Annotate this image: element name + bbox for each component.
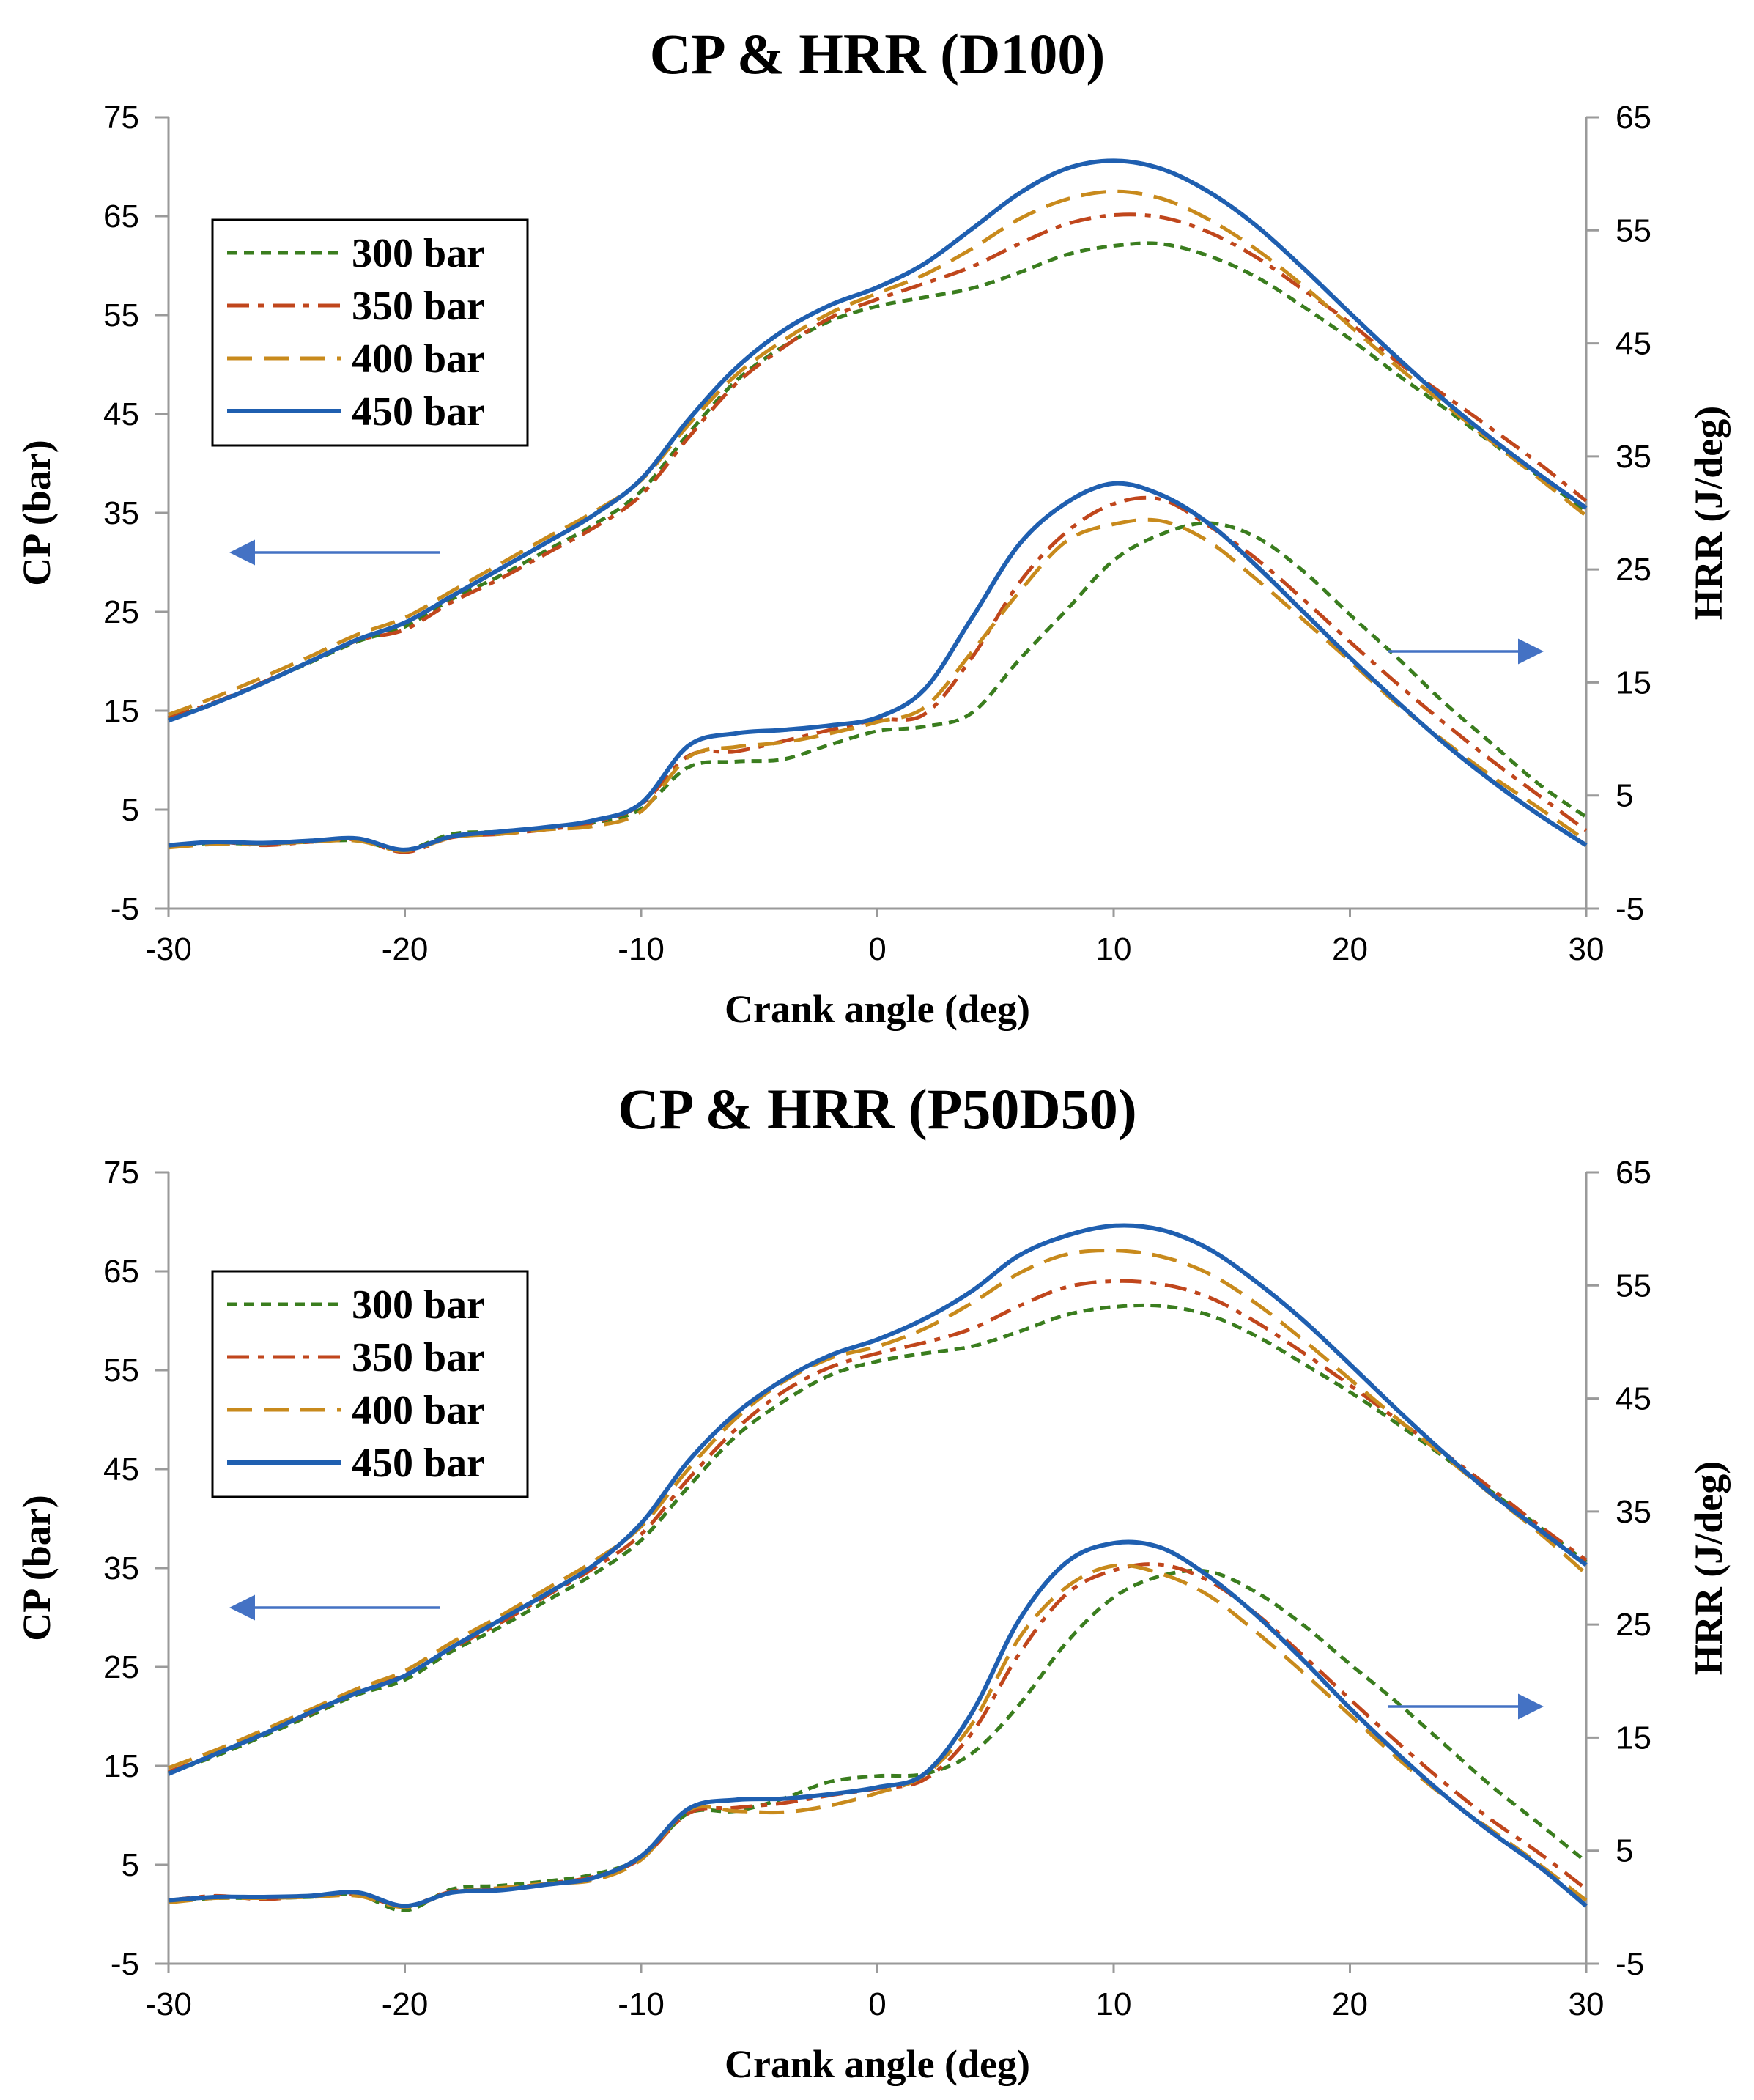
chart-d100: CP & HRR (D100) -5 5 15 25 35 45 55 65 75 -5 5 15 25 3… [15, 22, 1731, 1031]
y-tick-label: 15 [103, 693, 139, 729]
x-tick-label: -30 [145, 931, 192, 967]
legend-label: 450 bar [352, 389, 485, 435]
x-tick-label: 0 [868, 1986, 886, 2022]
y2-tick-label: 35 [1616, 1494, 1651, 1530]
legend-label: 400 bar [352, 336, 485, 382]
series-line-cp-350-bar [168, 1279, 1588, 1774]
y2-tick-label: 5 [1616, 778, 1633, 814]
y2-tick-label: 35 [1616, 439, 1651, 475]
legend-label: 350 bar [352, 1335, 485, 1380]
y-tick-label: 75 [103, 1155, 139, 1191]
y-tick-label: 75 [103, 100, 139, 136]
y2-tick-label: 25 [1616, 1607, 1651, 1643]
legend-label: 350 bar [352, 284, 485, 329]
y2-tick-label: 15 [1616, 1720, 1651, 1756]
y-tick-label: 25 [103, 1649, 139, 1685]
x-tick-label: 30 [1569, 931, 1605, 967]
x-tick-label: 20 [1332, 931, 1368, 967]
x-tick-label: -20 [382, 931, 429, 967]
legend-label: 300 bar [352, 1282, 485, 1328]
y2-tick-label: -5 [1616, 1946, 1644, 1982]
x-tick-label: -10 [618, 1986, 665, 2022]
series-line-cp-350-bar [168, 212, 1588, 720]
y-tick-label: 65 [103, 199, 139, 234]
chart-p50d50: CP & HRR (P50D50) -5 5 15 25 35 45 55 65 75 -5 5 15 2… [15, 1077, 1731, 2086]
series-line-cp-450-bar [167, 1223, 1588, 1776]
y2-tick-label: 65 [1616, 100, 1651, 136]
series-line-hrr-450-bar [168, 1539, 1588, 1909]
y2-tick-label: 5 [1616, 1833, 1633, 1869]
legend [211, 1270, 529, 1498]
series-line-cp-400-bar [168, 189, 1588, 717]
x-axis-label: Crank angle (deg) [725, 2042, 1030, 2086]
legend-label: 300 bar [352, 231, 485, 276]
y2-tick-label: 65 [1616, 1155, 1651, 1191]
y2-tick-label: 55 [1616, 212, 1651, 248]
y2-tick-label: 15 [1616, 665, 1651, 700]
y-tick-label: 45 [103, 396, 139, 432]
y-tick-label: 35 [103, 495, 139, 531]
y-tick-label: 55 [103, 1353, 139, 1389]
y-tick-label: 5 [122, 1847, 139, 1883]
x-tick-label: 20 [1332, 1986, 1368, 2022]
y2-tick-label: 55 [1616, 1268, 1651, 1304]
legend [211, 218, 529, 447]
legend-label: 400 bar [352, 1388, 485, 1433]
x-tick-label: -30 [145, 1986, 192, 2022]
x-tick-label: 0 [868, 931, 886, 967]
chart-title: CP & HRR (P50D50) [618, 1077, 1136, 1141]
legend-label: 450 bar [352, 1441, 485, 1486]
y-tick-label: 45 [103, 1452, 139, 1487]
y2-axis-label: HRR (J/deg) [1687, 406, 1731, 620]
y2-tick-label: 45 [1616, 326, 1651, 362]
y-tick-label: 25 [103, 594, 139, 630]
series-line-hrr-350-bar [168, 495, 1588, 854]
series-line-cp-300-bar [168, 1303, 1588, 1775]
y2-tick-label: 25 [1616, 552, 1651, 588]
x-tick-label: -20 [382, 1986, 429, 2022]
y-axis-label: CP (bar) [15, 1495, 59, 1641]
y-tick-label: -5 [111, 1946, 139, 1982]
series-line-cp-300-bar [168, 241, 1588, 721]
series-line-hrr-300-bar [168, 1568, 1588, 1913]
x-axis-label: Crank angle (deg) [725, 987, 1030, 1031]
series-line-hrr-450-bar [168, 481, 1588, 852]
y2-tick-label: -5 [1616, 891, 1644, 927]
chart-title: CP & HRR (D100) [650, 22, 1106, 86]
series-line-cp-450-bar [167, 158, 1588, 723]
series-line-cp-400-bar [168, 1249, 1588, 1770]
x-tick-label: 30 [1569, 1986, 1605, 2022]
y-tick-label: -5 [111, 891, 139, 927]
x-tick-label: -10 [618, 931, 665, 967]
x-tick-label: 10 [1096, 931, 1132, 967]
y2-axis-label: HRR (J/deg) [1687, 1461, 1731, 1675]
y-tick-label: 15 [103, 1748, 139, 1784]
y-tick-label: 35 [103, 1550, 139, 1586]
y-tick-label: 55 [103, 297, 139, 333]
series-line-hrr-400-bar [168, 517, 1588, 853]
y-tick-label: 65 [103, 1254, 139, 1290]
y2-tick-label: 45 [1616, 1381, 1651, 1417]
y-axis-label: CP (bar) [15, 440, 59, 585]
x-tick-label: 10 [1096, 1986, 1132, 2022]
series-line-hrr-400-bar [168, 1563, 1588, 1909]
series-line-hrr-300-bar [168, 521, 1588, 852]
y-tick-label: 5 [122, 792, 139, 828]
